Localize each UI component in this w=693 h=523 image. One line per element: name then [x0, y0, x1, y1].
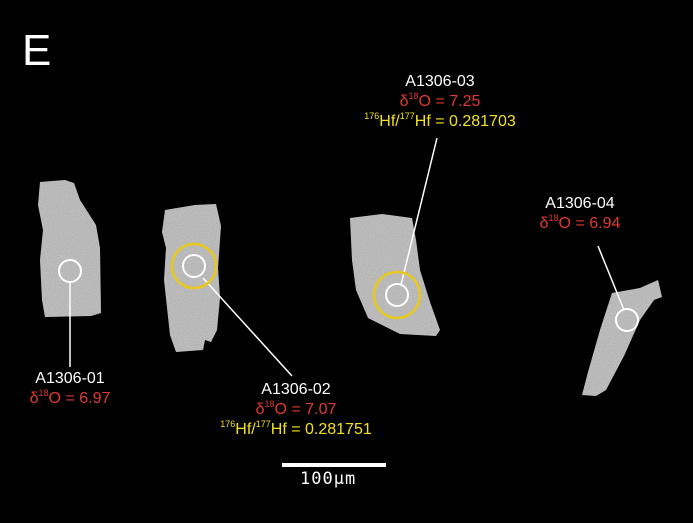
- d18o-value: δ18O = 7.07: [255, 399, 337, 419]
- label-a1306-04: A1306-04 δ18O = 6.94: [528, 194, 632, 234]
- hf-spot-a1306-02: [170, 242, 218, 290]
- grain-id: A1306-01: [35, 370, 105, 387]
- leader-line-a1306-02: [202, 277, 293, 377]
- grain-id: A1306-04: [545, 195, 615, 212]
- grain-id: A1306-02: [261, 381, 331, 398]
- o-spot-a1306-02: [182, 254, 206, 278]
- leader-line-a1306-03: [400, 137, 438, 286]
- d18o-value: δ18O = 6.94: [539, 213, 621, 233]
- hf-ratio-value: 176Hf/177Hf = 0.281751: [220, 419, 372, 439]
- grain-a1306-01: [38, 180, 101, 317]
- label-a1306-02: A1306-02 δ18O = 7.07 176Hf/177Hf = 0.281…: [196, 380, 396, 440]
- hf-spot-a1306-03: [372, 270, 422, 320]
- o-spot-a1306-04: [615, 308, 639, 332]
- panel-label: E: [22, 26, 52, 75]
- o-spot-a1306-03: [385, 283, 409, 307]
- grain-a1306-02: [162, 204, 221, 352]
- grain-a1306-04: [582, 280, 662, 396]
- label-a1306-03: A1306-03 δ18O = 7.25 176Hf/177Hf = 0.281…: [340, 72, 540, 132]
- hf-ratio-value: 176Hf/177Hf = 0.281703: [364, 111, 516, 131]
- o-spot-a1306-01: [58, 259, 82, 283]
- d18o-value: δ18O = 6.97: [29, 388, 111, 408]
- scale-bar-label: 100μm: [300, 469, 357, 489]
- label-a1306-01: A1306-01 δ18O = 6.97: [22, 369, 118, 409]
- leader-line-a1306-04: [597, 245, 625, 311]
- grain-id: A1306-03: [405, 73, 475, 90]
- d18o-value: δ18O = 7.25: [399, 91, 481, 111]
